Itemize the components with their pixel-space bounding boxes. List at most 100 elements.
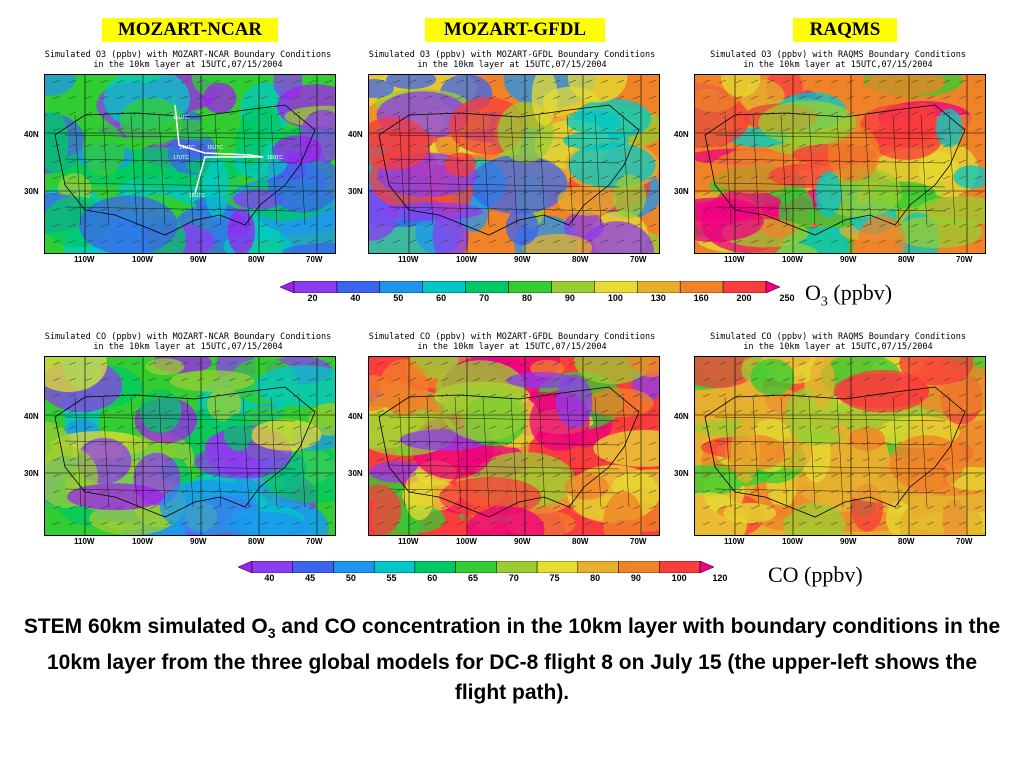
wind-vector [750, 159, 759, 164]
wind-vector [260, 239, 269, 244]
o3-map-raqms [694, 74, 986, 254]
state-border [130, 396, 138, 508]
wind-vector [84, 95, 93, 100]
wind-vector [424, 127, 433, 132]
state-border [64, 182, 296, 188]
wind-vector [862, 127, 871, 132]
wind-vector [228, 489, 237, 494]
wind-vector [782, 441, 791, 446]
wind-vector [878, 377, 887, 382]
wind-vector [974, 159, 983, 164]
state-border [186, 114, 194, 226]
wind-vector [894, 191, 903, 196]
concentration-region [893, 215, 983, 249]
wind-vector [878, 473, 887, 478]
wind-vector [84, 441, 93, 446]
wind-vector [440, 111, 449, 116]
wind-vector [942, 223, 951, 228]
wind-vector [132, 425, 141, 430]
wind-vector [718, 425, 727, 430]
wind-vector [488, 111, 497, 116]
colorbar-max-arrow [699, 560, 715, 574]
wind-vector [276, 473, 285, 478]
wind-vector [750, 425, 759, 430]
state-border [298, 114, 306, 226]
wind-vector [308, 489, 317, 494]
wind-vector [100, 377, 109, 382]
wind-vector [616, 79, 625, 84]
wind-vector [862, 473, 871, 478]
wind-vector [408, 175, 417, 180]
wind-vector [568, 191, 577, 196]
wind-vector [100, 143, 109, 148]
wind-vector [244, 207, 253, 212]
wind-vector [552, 191, 561, 196]
state-border [74, 396, 82, 508]
state-border [186, 396, 194, 508]
wind-vector [164, 393, 173, 398]
wind-vector [488, 175, 497, 180]
wind-vector [440, 207, 449, 212]
state-border [102, 396, 110, 508]
wind-vector [520, 505, 529, 510]
wind-vector [718, 111, 727, 116]
wind-vector [308, 473, 317, 478]
wind-vector [228, 505, 237, 510]
wind-vector [926, 409, 935, 414]
state-border [948, 114, 956, 226]
longitude-label: 110W [74, 537, 95, 546]
wind-vector [568, 79, 577, 84]
concentration-region [382, 202, 483, 221]
wind-vector [600, 393, 609, 398]
wind-vector [440, 473, 449, 478]
wind-vector [116, 409, 125, 414]
state-border [948, 396, 956, 508]
wind-vector [472, 393, 481, 398]
wind-vector [164, 159, 173, 164]
wind-vector [632, 239, 641, 244]
wind-vector [260, 175, 269, 180]
wind-vector [440, 127, 449, 132]
wind-vector [276, 377, 285, 382]
wind-vector [974, 505, 983, 510]
wind-vector [702, 457, 711, 462]
wind-vector [180, 505, 189, 510]
wind-vector [212, 377, 221, 382]
wind-vector [734, 425, 743, 430]
wind-vector [958, 143, 967, 148]
wind-vector [504, 175, 513, 180]
wind-vector [958, 409, 967, 414]
wind-vector [616, 239, 625, 244]
wind-vector [116, 143, 125, 148]
wind-vector [148, 409, 157, 414]
wind-vector [100, 175, 109, 180]
wind-vector [878, 239, 887, 244]
longitude-label: 70W [630, 537, 647, 546]
wind-vector [584, 143, 593, 148]
wind-vector [616, 223, 625, 228]
state-border [454, 396, 462, 508]
wind-vector [536, 505, 545, 510]
wind-vector [504, 191, 513, 196]
wind-vector [52, 111, 61, 116]
wind-vector [926, 111, 935, 116]
wind-vector [782, 473, 791, 478]
wind-vector [116, 457, 125, 462]
coastline [704, 386, 966, 518]
wind-vector [260, 393, 269, 398]
wind-vector [148, 377, 157, 382]
wind-vector [846, 441, 855, 446]
wind-vector [958, 175, 967, 180]
wind-vector [632, 361, 641, 366]
wind-vector [148, 441, 157, 446]
wind-vector [552, 207, 561, 212]
longitude-label: 100W [132, 537, 153, 546]
o3-panel-gfdl: Simulated O3 (ppbv) with MOZART-GFDL Bou… [348, 50, 662, 280]
wind-vector [196, 127, 205, 132]
wind-vector [244, 505, 253, 510]
wind-vector [718, 409, 727, 414]
wind-vector [292, 175, 301, 180]
wind-vector [456, 143, 465, 148]
wind-vector [100, 425, 109, 430]
wind-vector [718, 79, 727, 84]
